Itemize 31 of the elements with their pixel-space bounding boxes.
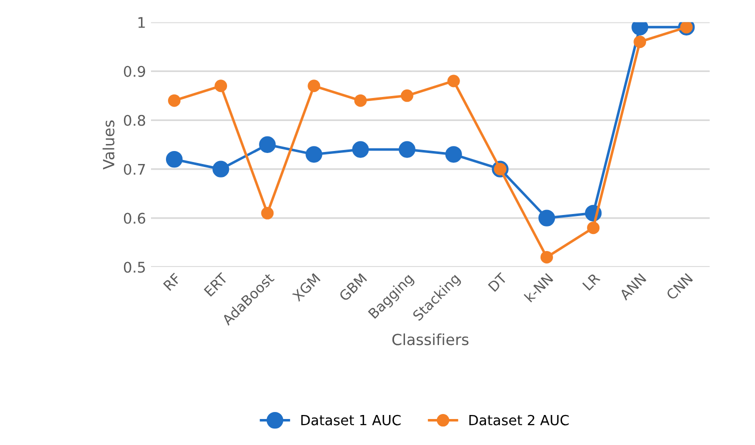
point (261, 206, 274, 220)
y-tick-label: 1 (138, 17, 145, 28)
y-tick-label: 0.7 (124, 164, 145, 175)
point (398, 141, 416, 158)
x-tick-label: RF (163, 272, 182, 291)
point (540, 250, 553, 264)
legend-label: Dataset 2 AUC (469, 414, 569, 426)
point (354, 94, 367, 107)
point (306, 146, 322, 163)
point (400, 89, 414, 102)
y-tick-label: 0.5 (124, 262, 145, 273)
point (259, 136, 276, 153)
point (214, 80, 228, 92)
x-tick-label: DT (488, 272, 508, 292)
point (308, 80, 320, 92)
point (538, 210, 556, 226)
x-axis-title: Classifiers (392, 333, 468, 346)
point (634, 36, 646, 48)
point (168, 94, 181, 107)
point (352, 141, 369, 158)
y-tick-label: 0.6 (124, 212, 146, 224)
y-tick-label: 0.8 (124, 114, 146, 126)
y-axis-title: Values (102, 120, 114, 170)
point (166, 150, 183, 168)
point (212, 160, 230, 178)
point (445, 146, 462, 163)
point (587, 222, 600, 234)
x-tick-label: LR (582, 272, 600, 291)
point (447, 74, 460, 88)
legend-label: Dataset 1 AUC (301, 414, 401, 426)
y-tick-label: 0.9 (124, 66, 146, 77)
